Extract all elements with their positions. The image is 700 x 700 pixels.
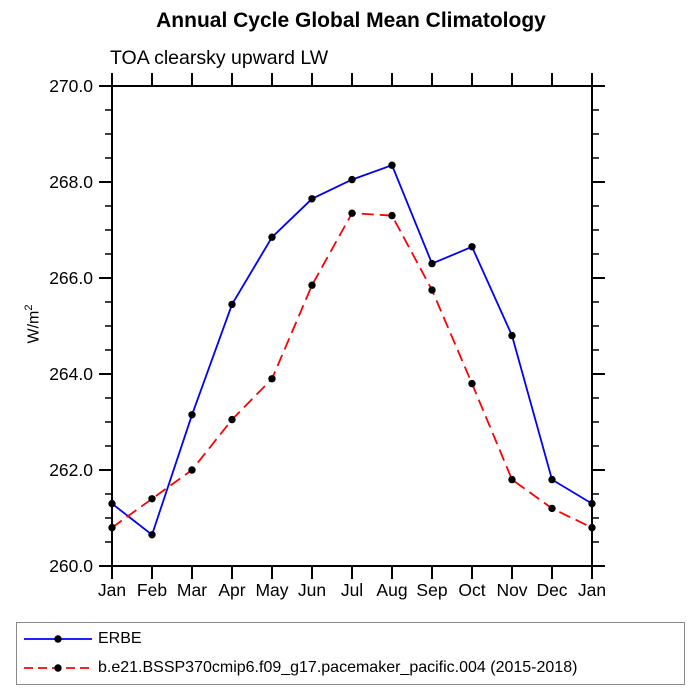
y-tick-label: 262.0 bbox=[49, 460, 93, 480]
legend: ERBE b.e21.BSSP370cmip6.f09_g17.pacemake… bbox=[16, 622, 685, 685]
x-tick-label: Sep bbox=[416, 580, 447, 600]
axis-frame bbox=[111, 85, 593, 567]
legend-sample-erbe-line bbox=[24, 635, 92, 644]
data-point-marker bbox=[388, 161, 396, 169]
data-point-marker bbox=[148, 531, 156, 539]
data-point-marker bbox=[268, 233, 276, 241]
legend-label-model: b.e21.BSSP370cmip6.f09_g17.pacemaker_pac… bbox=[98, 658, 578, 676]
y-tick-label: 268.0 bbox=[49, 172, 93, 192]
data-point-marker bbox=[388, 211, 396, 220]
x-tick-label: Apr bbox=[218, 580, 245, 600]
x-tick-label: Dec bbox=[536, 580, 567, 600]
x-tick-label: Aug bbox=[376, 580, 407, 600]
data-point-marker bbox=[468, 379, 476, 388]
data-point-marker bbox=[108, 499, 116, 508]
y-tick-label: 260.0 bbox=[49, 556, 93, 576]
data-point-marker bbox=[588, 523, 596, 532]
chart-title: Annual Cycle Global Mean Climatology bbox=[156, 9, 546, 32]
data-point-marker bbox=[508, 475, 516, 484]
legend-item-erbe: ERBE bbox=[17, 627, 684, 651]
x-tick-label: Jan bbox=[98, 580, 126, 600]
data-point-marker bbox=[108, 523, 116, 532]
x-tick-label: May bbox=[255, 580, 288, 600]
legend-marker-dot bbox=[54, 663, 62, 672]
data-point-marker bbox=[548, 475, 556, 484]
data-point-marker bbox=[588, 499, 596, 508]
data-point-marker bbox=[348, 209, 356, 217]
series-line-0 bbox=[111, 164, 593, 537]
data-point-marker bbox=[428, 286, 436, 294]
x-tick-label: Jul bbox=[341, 580, 363, 600]
x-tick-label: Oct bbox=[458, 580, 485, 600]
data-point-marker bbox=[428, 259, 436, 268]
data-point-marker bbox=[228, 300, 236, 309]
x-tick-label: Nov bbox=[496, 580, 527, 600]
data-point-marker bbox=[148, 495, 156, 503]
data-point-marker bbox=[508, 331, 516, 340]
data-point-marker bbox=[268, 375, 276, 383]
legend-label-erbe: ERBE bbox=[98, 630, 142, 648]
y-tick-label: 264.0 bbox=[49, 364, 93, 384]
chart-subtitle: TOA clearsky upward LW bbox=[110, 47, 329, 69]
x-tick-label: Jun bbox=[298, 580, 326, 600]
data-point-marker bbox=[188, 466, 196, 474]
x-tick-label: Jan bbox=[578, 580, 606, 600]
x-tick-label: Mar bbox=[177, 580, 207, 600]
data-point-marker bbox=[468, 243, 476, 251]
y-tick-label: 266.0 bbox=[49, 268, 93, 288]
data-point-marker bbox=[348, 175, 356, 184]
data-point-marker bbox=[188, 411, 196, 419]
data-point-marker bbox=[228, 415, 236, 424]
y-tick-label: 270.0 bbox=[49, 76, 93, 96]
data-point-marker bbox=[548, 504, 556, 513]
legend-sample-model-line bbox=[24, 663, 92, 672]
plot-chart: Jan Feb Mar Apr May Jun Jul Aug Sep Oct Nov Dec Jan2… bbox=[49, 73, 606, 600]
legend-item-model: b.e21.BSSP370cmip6.f09_g17.pacemaker_pac… bbox=[17, 656, 684, 680]
legend-marker-dot bbox=[54, 635, 62, 644]
x-tick-label: Feb bbox=[137, 580, 167, 600]
series-line-1 bbox=[111, 212, 593, 529]
data-point-marker bbox=[308, 281, 316, 289]
data-point-marker bbox=[308, 195, 316, 203]
